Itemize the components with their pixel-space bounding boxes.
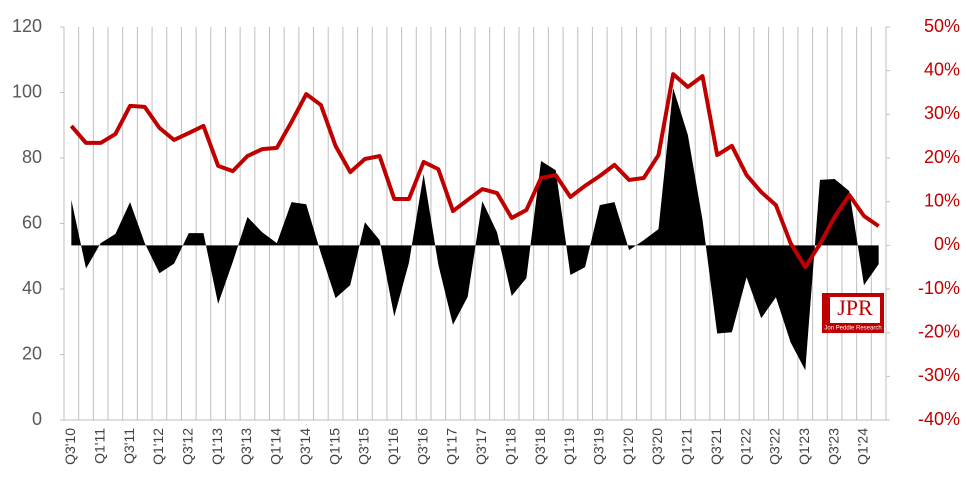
- x-tick-label: Q1'20: [620, 428, 636, 465]
- y2-tick-label: 30%: [924, 103, 960, 123]
- x-tick-label: Q3'20: [649, 428, 665, 465]
- x-tick-label: Q1'13: [209, 428, 225, 465]
- y2-tick-label: 20%: [924, 147, 960, 167]
- x-tick-label: Q3'19: [590, 428, 606, 465]
- logo-inner: [830, 297, 880, 323]
- x-tick-label: Q3'23: [825, 428, 841, 465]
- x-tick-label: Q1'15: [326, 428, 342, 465]
- x-tick-label: Q1'12: [150, 428, 166, 465]
- x-tick-label: Q1'16: [385, 428, 401, 465]
- x-tick-label: Q3'21: [708, 428, 724, 465]
- y2-tick-label: -10%: [918, 278, 960, 298]
- x-tick-label: Q3'17: [473, 428, 489, 465]
- x-tick-label: Q1'14: [268, 428, 284, 465]
- x-tick-label: Q1'21: [679, 428, 695, 465]
- x-tick-label: Q3'13: [238, 428, 254, 465]
- y2-tick-label: -30%: [918, 365, 960, 385]
- y-tick-label: 100: [12, 81, 42, 101]
- y2-tick-label: -20%: [918, 321, 960, 341]
- y2-tick-label: 0%: [934, 234, 960, 254]
- x-tick-label: Q1'22: [737, 428, 753, 465]
- y-tick-label: 20: [22, 343, 42, 363]
- x-tick-label: Q3'15: [356, 428, 372, 465]
- y2-tick-label: -40%: [918, 409, 960, 429]
- y-tick-label: 80: [22, 147, 42, 167]
- y-tick-label: 40: [22, 278, 42, 298]
- x-tick-label: Q3'10: [62, 428, 78, 465]
- y2-tick-label: 50%: [924, 16, 960, 36]
- logo-subtitle: Jon Peddie Research: [824, 326, 881, 332]
- line: [69, 72, 880, 270]
- area: [71, 88, 879, 371]
- x-tick-label: Q1'23: [796, 428, 812, 465]
- y2-tick-label: 40%: [924, 59, 960, 79]
- x-tick-label: Q3'22: [767, 428, 783, 465]
- x-tick-label: Q1'17: [444, 428, 460, 465]
- y-tick-label: 60: [22, 212, 42, 232]
- x-tick-label: Q3'18: [532, 428, 548, 465]
- logo: JPR Jon Peddie Research: [822, 293, 884, 333]
- y2-tick-label: 10%: [924, 190, 960, 210]
- x-tick-label: Q1'24: [855, 428, 871, 465]
- x-tick-label: Q3'16: [414, 428, 430, 465]
- x-tick-label: Q1'11: [91, 428, 107, 464]
- x-tick-label: Q1'19: [561, 428, 577, 465]
- x-tick-label: Q1'18: [502, 428, 518, 465]
- y-tick-label: 120: [12, 16, 42, 36]
- logo-text: JPR: [837, 295, 873, 320]
- y-tick-label: 0: [32, 409, 42, 429]
- x-tick-label: Q3'14: [297, 428, 313, 465]
- x-tick-label: Q3'11: [121, 428, 137, 464]
- x-tick-label: Q3'12: [179, 428, 195, 465]
